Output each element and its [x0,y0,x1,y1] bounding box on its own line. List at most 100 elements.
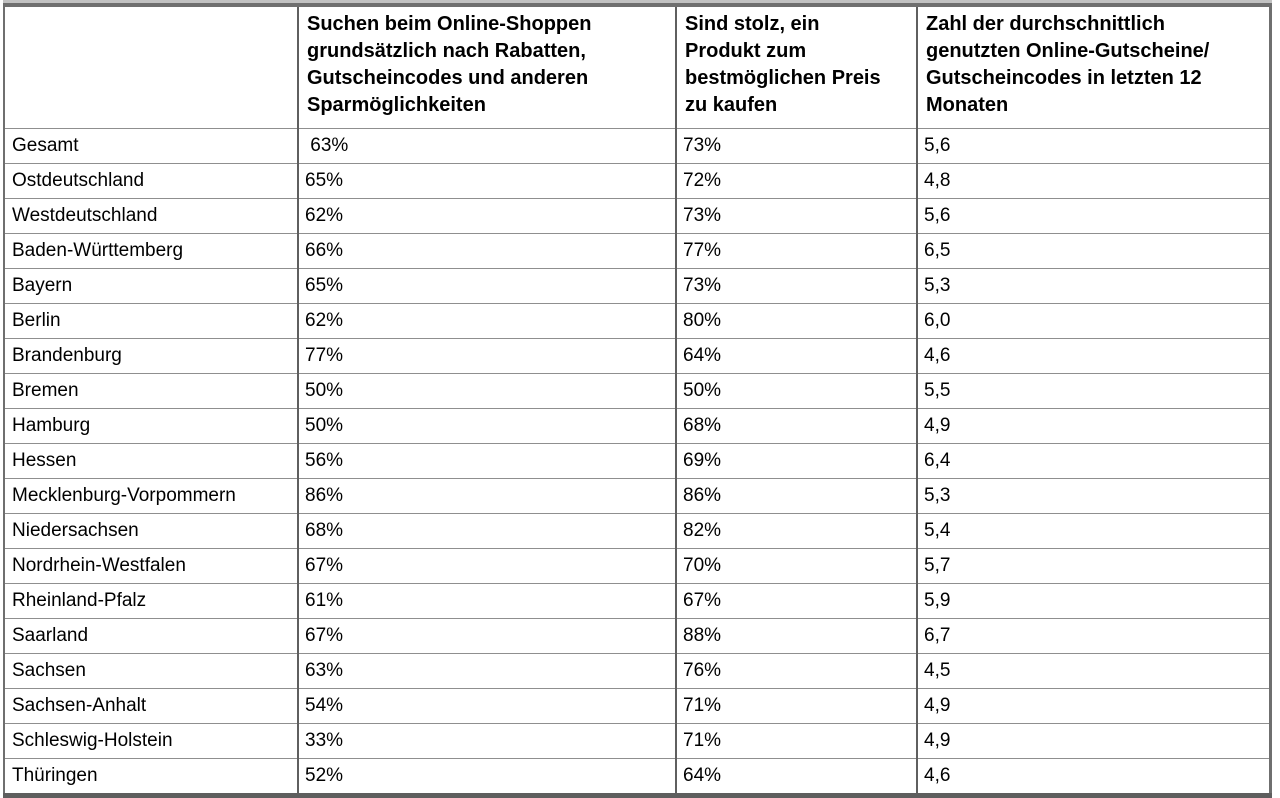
table-row: Saarland 67% 88% 6,7 [3,618,1271,654]
value-cell: 72% [675,163,918,199]
value-cell: 68% [297,513,677,549]
table-row: Bremen 50% 50% 5,5 [3,373,1271,409]
table-row: Thüringen 52% 64% 4,6 [3,758,1271,796]
value-cell: 67% [297,548,677,584]
value-cell: 76% [675,653,918,689]
region-cell: Schleswig-Holstein [3,723,299,759]
value-cell: 88% [675,618,918,654]
value-cell: 82% [675,513,918,549]
value-cell: 77% [297,338,677,374]
value-cell: 62% [297,303,677,339]
value-cell: 4,6 [916,758,1271,796]
value-cell: 67% [675,583,918,619]
region-cell: Westdeutschland [3,198,299,234]
region-cell: Nordrhein-Westfalen [3,548,299,584]
value-cell: 62% [297,198,677,234]
table-row: Sachsen 63% 76% 4,5 [3,653,1271,689]
region-cell: Gesamt [3,128,299,164]
value-cell: 4,5 [916,653,1271,689]
value-cell: 5,3 [916,268,1271,304]
region-cell: Thüringen [3,758,299,796]
value-cell: 4,6 [916,338,1271,374]
region-cell: Bayern [3,268,299,304]
value-cell: 50% [675,373,918,409]
value-cell: 71% [675,723,918,759]
value-cell: 50% [297,373,677,409]
value-cell: 5,7 [916,548,1271,584]
region-cell: Niedersachsen [3,513,299,549]
value-cell: 33% [297,723,677,759]
table-row: Bayern 65% 73% 5,3 [3,268,1271,304]
value-cell: 64% [675,758,918,796]
value-cell: 52% [297,758,677,796]
voucher-statistics-table: Suchen beim Online-Shoppen grundsätzlich… [3,3,1272,798]
table-row: Ostdeutschland 65% 72% 4,8 [3,163,1271,199]
table-body: Gesamt 63% 73% 5,6 Ostdeutschland 65% 72… [3,128,1271,796]
table-row: Berlin 62% 80% 6,0 [3,303,1271,339]
value-cell: 63% [297,128,677,164]
region-cell: Sachsen-Anhalt [3,688,299,724]
value-cell: 67% [297,618,677,654]
table-row: Niedersachsen 68% 82% 5,4 [3,513,1271,549]
table-row: Baden-Württemberg 66% 77% 6,5 [3,233,1271,269]
value-cell: 6,7 [916,618,1271,654]
table-row: Brandenburg 77% 64% 4,6 [3,338,1271,374]
value-cell: 77% [675,233,918,269]
value-cell: 68% [675,408,918,444]
header-proud-best-price: Sind stolz, ein Produkt zum bestmögliche… [675,4,918,129]
value-cell: 73% [675,128,918,164]
value-cell: 65% [297,268,677,304]
value-cell: 63% [297,653,677,689]
value-cell: 86% [675,478,918,514]
table-row: Schleswig-Holstein 33% 71% 4,9 [3,723,1271,759]
value-cell: 73% [675,268,918,304]
value-cell: 73% [675,198,918,234]
table-row: Westdeutschland 62% 73% 5,6 [3,198,1271,234]
value-cell: 54% [297,688,677,724]
value-cell: 70% [675,548,918,584]
value-cell: 4,9 [916,723,1271,759]
region-cell: Saarland [3,618,299,654]
region-cell: Baden-Württemberg [3,233,299,269]
header-discount-search: Suchen beim Online-Shoppen grundsätzlich… [297,4,677,129]
header-avg-voucher-count: Zahl der durchschnittlich genutzten Onli… [916,4,1271,129]
region-cell: Mecklenburg-Vorpommern [3,478,299,514]
table-row: Mecklenburg-Vorpommern 86% 86% 5,3 [3,478,1271,514]
voucher-statistics-table-frame: Suchen beim Online-Shoppen grundsätzlich… [3,0,1272,798]
table-header: Suchen beim Online-Shoppen grundsätzlich… [3,4,1271,129]
table-row: Gesamt 63% 73% 5,6 [3,128,1271,164]
value-cell: 69% [675,443,918,479]
region-cell: Brandenburg [3,338,299,374]
region-cell: Hamburg [3,408,299,444]
value-cell: 5,5 [916,373,1271,409]
value-cell: 6,4 [916,443,1271,479]
header-region-empty [3,4,299,129]
value-cell: 6,5 [916,233,1271,269]
value-cell: 5,3 [916,478,1271,514]
value-cell: 66% [297,233,677,269]
value-cell: 5,9 [916,583,1271,619]
value-cell: 64% [675,338,918,374]
value-cell: 5,6 [916,128,1271,164]
value-cell: 80% [675,303,918,339]
value-cell: 61% [297,583,677,619]
region-cell: Rheinland-Pfalz [3,583,299,619]
table-row: Rheinland-Pfalz 61% 67% 5,9 [3,583,1271,619]
table-row: Hamburg 50% 68% 4,9 [3,408,1271,444]
value-cell: 5,4 [916,513,1271,549]
region-cell: Berlin [3,303,299,339]
value-cell: 4,9 [916,688,1271,724]
value-cell: 5,6 [916,198,1271,234]
value-cell: 6,0 [916,303,1271,339]
value-cell: 4,8 [916,163,1271,199]
region-cell: Ostdeutschland [3,163,299,199]
value-cell: 71% [675,688,918,724]
value-cell: 50% [297,408,677,444]
region-cell: Sachsen [3,653,299,689]
table-row: Hessen 56% 69% 6,4 [3,443,1271,479]
region-cell: Bremen [3,373,299,409]
value-cell: 86% [297,478,677,514]
value-cell: 4,9 [916,408,1271,444]
value-cell: 65% [297,163,677,199]
region-cell: Hessen [3,443,299,479]
